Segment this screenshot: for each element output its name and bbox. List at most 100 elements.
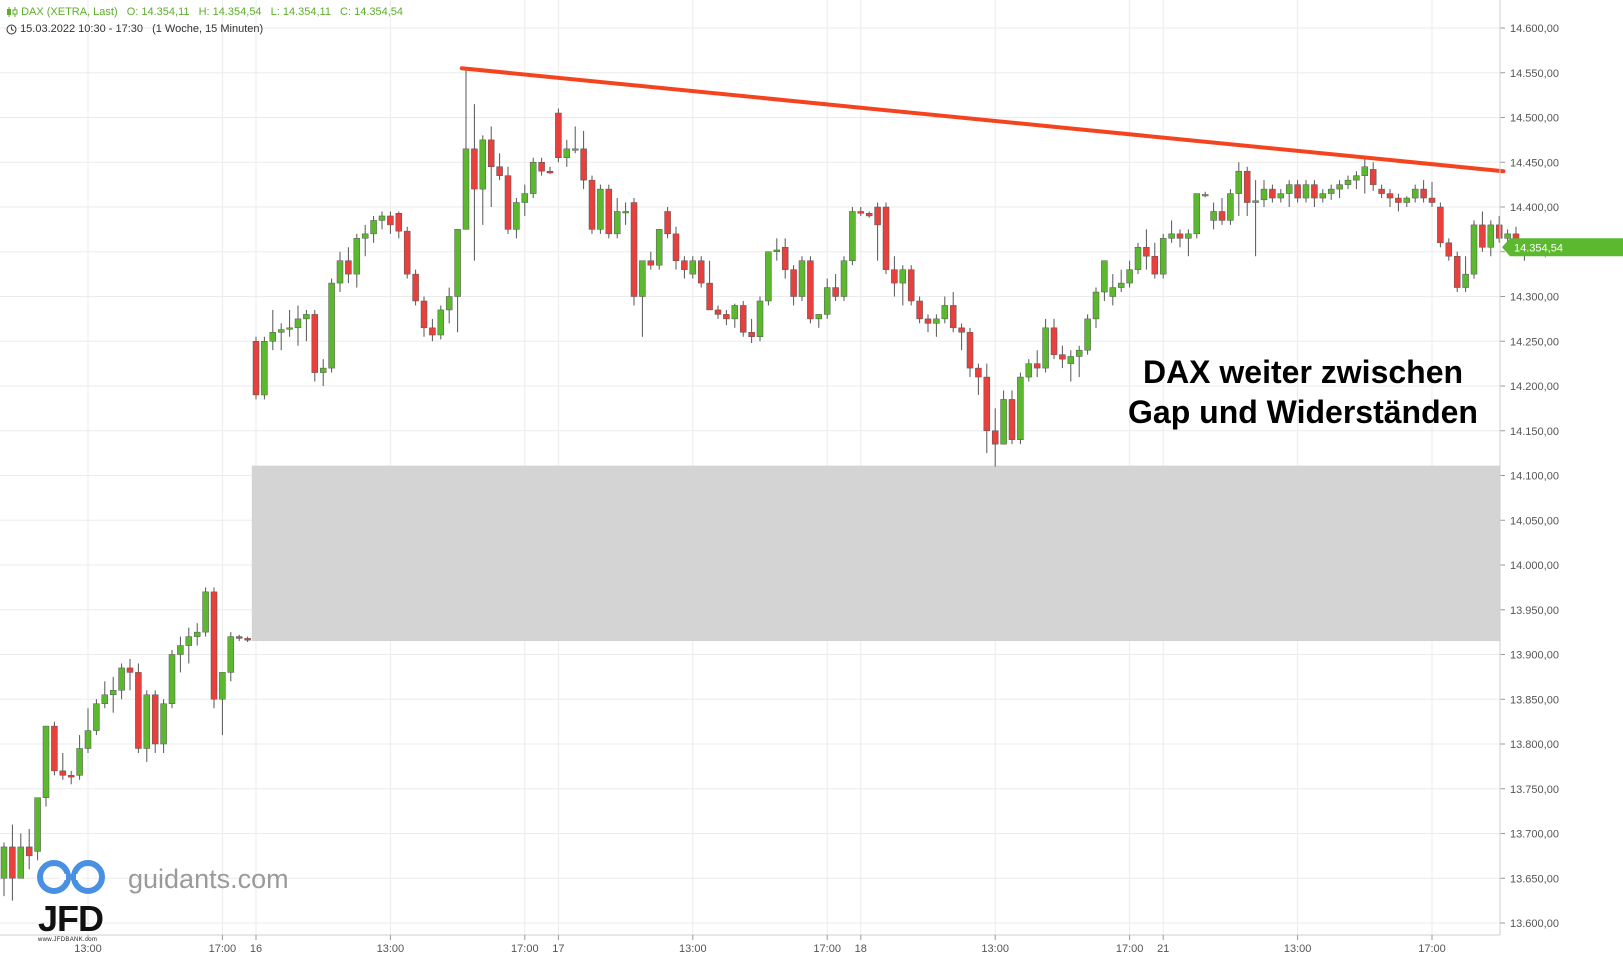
candle: [1117, 269, 1125, 293]
candle: [639, 260, 646, 337]
candle: [126, 658, 134, 691]
candle-body: [1319, 193, 1327, 199]
candle-body: [1101, 260, 1108, 293]
candle-body: [1000, 399, 1007, 445]
y-tick-label: 14.100,00: [1510, 471, 1559, 483]
candle: [1294, 180, 1301, 203]
candle: [395, 211, 403, 239]
candle-body: [739, 305, 747, 333]
candle-body: [168, 654, 176, 704]
candle: [1336, 180, 1343, 199]
candle-body: [1445, 242, 1453, 257]
candle: [336, 251, 344, 293]
candle: [1176, 229, 1184, 248]
y-tick-label: 14.400,00: [1510, 202, 1559, 214]
candle: [1134, 242, 1142, 275]
candle: [815, 314, 823, 328]
candle-body: [319, 367, 327, 373]
candle: [1059, 345, 1066, 369]
candle-body: [1218, 211, 1226, 221]
candle-body: [487, 139, 495, 167]
candle-body: [857, 211, 865, 214]
y-tick-label: 13.750,00: [1510, 784, 1559, 796]
candle: [773, 238, 781, 261]
candle: [1201, 191, 1209, 198]
candle-body: [966, 332, 974, 369]
candle-body: [975, 367, 982, 378]
candle: [865, 211, 873, 218]
candle-body: [647, 260, 655, 266]
candle: [118, 663, 125, 700]
candle-body: [1134, 247, 1142, 270]
candle: [403, 226, 411, 279]
candle: [1487, 220, 1495, 257]
candle: [67, 770, 75, 785]
candle-body: [714, 309, 722, 315]
y-tick-label: 14.150,00: [1510, 426, 1559, 438]
gap-zone: [251, 465, 1500, 642]
candle-body: [933, 318, 940, 324]
candle: [412, 269, 419, 306]
candle: [1462, 256, 1469, 293]
candle: [76, 735, 83, 780]
candle-body: [42, 725, 50, 798]
candle-body: [395, 213, 403, 232]
candle-body: [1067, 356, 1075, 364]
candle-body: [613, 211, 621, 235]
candle: [1411, 184, 1419, 203]
candle: [555, 108, 562, 163]
y-tick-label: 14.300,00: [1510, 292, 1559, 304]
candle: [1185, 229, 1192, 257]
candle-body: [420, 300, 428, 329]
candle-body: [361, 233, 369, 239]
candle: [1495, 215, 1503, 243]
candle-body: [277, 329, 285, 333]
candle-body: [412, 273, 419, 302]
candle: [1008, 390, 1016, 445]
candle-body: [67, 775, 75, 778]
candle-body: [639, 260, 646, 297]
candle: [135, 663, 142, 753]
candle-body: [1395, 197, 1402, 203]
resistance-line-layer: [459, 66, 1506, 174]
candle-body: [1437, 206, 1444, 244]
candle: [1033, 350, 1041, 378]
candle: [1369, 162, 1377, 191]
candle: [857, 207, 865, 216]
candle: [1420, 180, 1427, 203]
candle-body: [328, 282, 335, 369]
x-tick-label: 18: [855, 943, 867, 955]
y-tick-label: 13.700,00: [1510, 829, 1559, 841]
candle: [143, 690, 151, 762]
candle: [672, 226, 680, 270]
candle-body: [1495, 224, 1503, 239]
jfd-logo-url: www.JFDBANK.com: [38, 937, 98, 943]
close-value: C: 14.354,54: [340, 6, 404, 18]
candle-body: [538, 162, 545, 172]
candle-body: [269, 332, 277, 342]
candle: [160, 699, 167, 753]
candle-body: [311, 314, 319, 373]
candle-body: [135, 672, 142, 749]
y-tick-label: 14.000,00: [1510, 560, 1559, 572]
candle: [1344, 175, 1352, 190]
candle: [1075, 345, 1083, 378]
candle-body: [555, 112, 562, 159]
candle-body: [563, 148, 571, 159]
candle: [1311, 180, 1318, 207]
candle-body: [991, 430, 999, 445]
candle-body: [1311, 184, 1318, 199]
candle-body: [941, 305, 949, 320]
candle: [1269, 184, 1276, 203]
candle-body: [1126, 269, 1133, 284]
candle-body: [370, 220, 377, 235]
candle-body: [706, 282, 713, 311]
candle: [966, 327, 974, 378]
y-tick-label: 13.850,00: [1510, 694, 1559, 706]
candle-body: [823, 287, 831, 315]
x-tick-label: 13:00: [377, 943, 405, 955]
candle: [101, 681, 109, 709]
y-tick-label: 13.950,00: [1510, 605, 1559, 617]
candle-body: [655, 229, 663, 266]
candle-body: [1050, 327, 1058, 355]
